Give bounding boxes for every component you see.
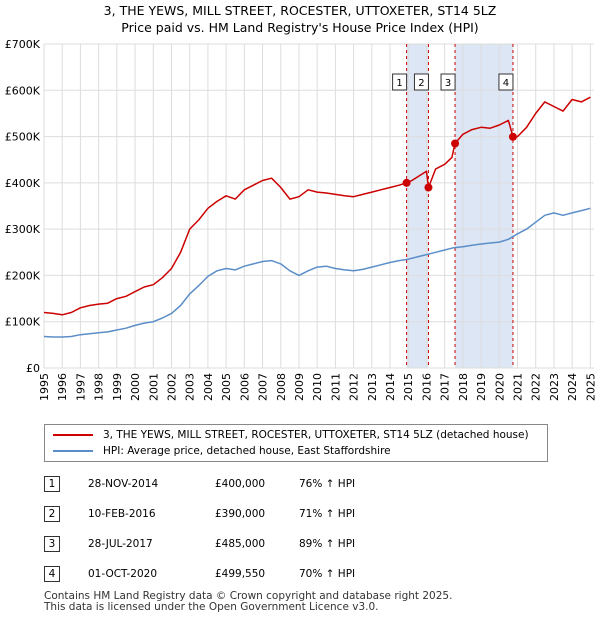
- sale-hpi-change: 71% ↑ HPI: [299, 508, 356, 520]
- x-tick-label: 1996: [56, 373, 69, 401]
- property-price-line: [43, 96, 591, 316]
- x-tick-label: 2008: [275, 373, 288, 401]
- x-tick-label: 2016: [420, 373, 433, 401]
- sale-label-box: [413, 73, 429, 91]
- sale-price: £499,550: [215, 568, 266, 580]
- x-tick-label: 2009: [293, 373, 306, 401]
- sale-hpi-change: 70% ↑ HPI: [299, 568, 356, 580]
- y-tick-label: £600K: [5, 84, 41, 97]
- x-tick-label: 2013: [366, 373, 379, 401]
- sale-label-text: 3: [445, 78, 451, 89]
- x-tick-label: 2003: [184, 373, 197, 401]
- x-tick-label: 1999: [111, 373, 124, 401]
- x-tick-label: 2000: [129, 373, 142, 401]
- shaded-span: [455, 44, 513, 368]
- x-tick-label: 2017: [439, 373, 452, 401]
- x-tick-label: 1995: [38, 373, 51, 401]
- table-row: 2 10-FEB-2016 £390,000 71% ↑ HPI: [44, 504, 564, 534]
- shaded-span: [406, 44, 429, 368]
- legend-item-property: 3, THE YEWS, MILL STREET, ROCESTER, UTTO…: [53, 427, 529, 443]
- footer-attribution: Contains HM Land Registry data © Crown c…: [44, 591, 452, 613]
- sale-point: [402, 178, 411, 187]
- sale-price: £485,000: [215, 538, 266, 550]
- legend-swatch-hpi: [53, 450, 93, 452]
- sale-price: £390,000: [215, 508, 266, 520]
- x-tick-label: 2022: [530, 373, 543, 401]
- y-tick-label: £100K: [5, 316, 41, 329]
- sale-label-box: [498, 73, 514, 91]
- sale-date: 28-JUL-2017: [88, 538, 153, 550]
- x-tick-label: 2024: [566, 373, 579, 401]
- y-tick-label: £200K: [5, 269, 41, 282]
- x-tick-label: 2018: [457, 373, 470, 401]
- sale-date: 10-FEB-2016: [88, 508, 156, 520]
- sale-label-box: [392, 73, 408, 91]
- hpi-line: [43, 207, 591, 338]
- y-tick-label: £300K: [5, 223, 41, 236]
- y-tick-label: £0: [26, 362, 40, 375]
- price-chart: 1 2 3 4 £0 £100K £200K £300K £400K £500K £600K £70…: [5, 38, 598, 401]
- legend-swatch-property: [53, 434, 93, 436]
- sale-point: [424, 183, 433, 192]
- table-row: 1 28-NOV-2014 £400,000 76% ↑ HPI: [44, 474, 564, 504]
- footer-line-1: Contains HM Land Registry data © Crown c…: [44, 590, 453, 602]
- x-tick-label: 2021: [512, 373, 525, 401]
- axes: £0 £100K £200K £300K £400K £500K £600K £700K 199…: [5, 38, 598, 401]
- legend-item-hpi: HPI: Average price, detached house, East…: [53, 443, 391, 459]
- sale-label-box: [440, 73, 456, 91]
- x-tick-label: 2020: [493, 373, 506, 401]
- x-tick-label: 2025: [584, 373, 597, 401]
- legend: 3, THE YEWS, MILL STREET, ROCESTER, UTTO…: [44, 424, 548, 462]
- legend-label-hpi: HPI: Average price, detached house, East…: [103, 445, 391, 457]
- x-tick-label: 2006: [238, 373, 251, 401]
- y-tick-label: £700K: [5, 38, 41, 51]
- x-tick-label: 2023: [548, 373, 561, 401]
- x-tick-label: 2007: [257, 373, 270, 401]
- x-tick-label: 2015: [402, 373, 415, 401]
- title-line-1: 3, THE YEWS, MILL STREET, ROCESTER, UTTO…: [103, 3, 497, 18]
- sale-labels: 1 2 3 4: [392, 73, 514, 91]
- y-tick-label: £500K: [5, 131, 41, 144]
- sale-date: 01-OCT-2020: [88, 568, 157, 580]
- sale-date: 28-NOV-2014: [88, 478, 159, 490]
- sale-label-text: 4: [503, 78, 509, 89]
- sale-hpi-change: 89% ↑ HPI: [299, 538, 356, 550]
- x-tick-label: 2012: [348, 373, 361, 401]
- x-tick-label: 1997: [74, 373, 87, 401]
- chart-title: 3, THE YEWS, MILL STREET, ROCESTER, UTTO…: [0, 2, 600, 36]
- sale-number-badge: 4: [44, 566, 60, 582]
- table-row: 4 01-OCT-2020 £499,550 70% ↑ HPI: [44, 564, 564, 594]
- sales-table: 1 28-NOV-2014 £400,000 76% ↑ HPI 2 10-FE…: [44, 474, 564, 594]
- sale-point: [451, 139, 460, 148]
- x-tick-label: 2001: [147, 373, 160, 401]
- sale-vertical-lines: [406, 44, 514, 368]
- x-tick-label: 2010: [311, 373, 324, 401]
- title-line-2: Price paid vs. HM Land Registry's House …: [121, 20, 479, 35]
- sale-number-badge: 1: [44, 476, 60, 492]
- sale-price: £400,000: [215, 478, 266, 490]
- x-tick-label: 2011: [329, 373, 342, 401]
- sale-label-text: 2: [418, 78, 424, 89]
- sale-number-badge: 3: [44, 536, 60, 552]
- x-tick-label: 2014: [384, 373, 397, 401]
- legend-label-property: 3, THE YEWS, MILL STREET, ROCESTER, UTTO…: [103, 429, 529, 441]
- sale-point: [508, 132, 517, 141]
- x-tick-label: 2019: [475, 373, 488, 401]
- series-lines: [43, 96, 591, 338]
- x-tick-label: 1998: [93, 373, 106, 401]
- x-tick-label: 2005: [220, 373, 233, 401]
- footer-line-2: This data is licensed under the Open Gov…: [44, 601, 379, 613]
- x-tick-label: 2004: [202, 373, 215, 401]
- sale-label-text: 1: [396, 78, 402, 89]
- sale-hpi-change: 76% ↑ HPI: [299, 478, 356, 490]
- shaded-periods: [406, 44, 513, 368]
- sale-number-badge: 2: [44, 506, 60, 522]
- sale-markers: [402, 132, 517, 192]
- table-row: 3 28-JUL-2017 £485,000 89% ↑ HPI: [44, 534, 564, 564]
- gridlines: [43, 43, 594, 369]
- y-tick-label: £400K: [5, 177, 41, 190]
- x-tick-label: 2002: [165, 373, 178, 401]
